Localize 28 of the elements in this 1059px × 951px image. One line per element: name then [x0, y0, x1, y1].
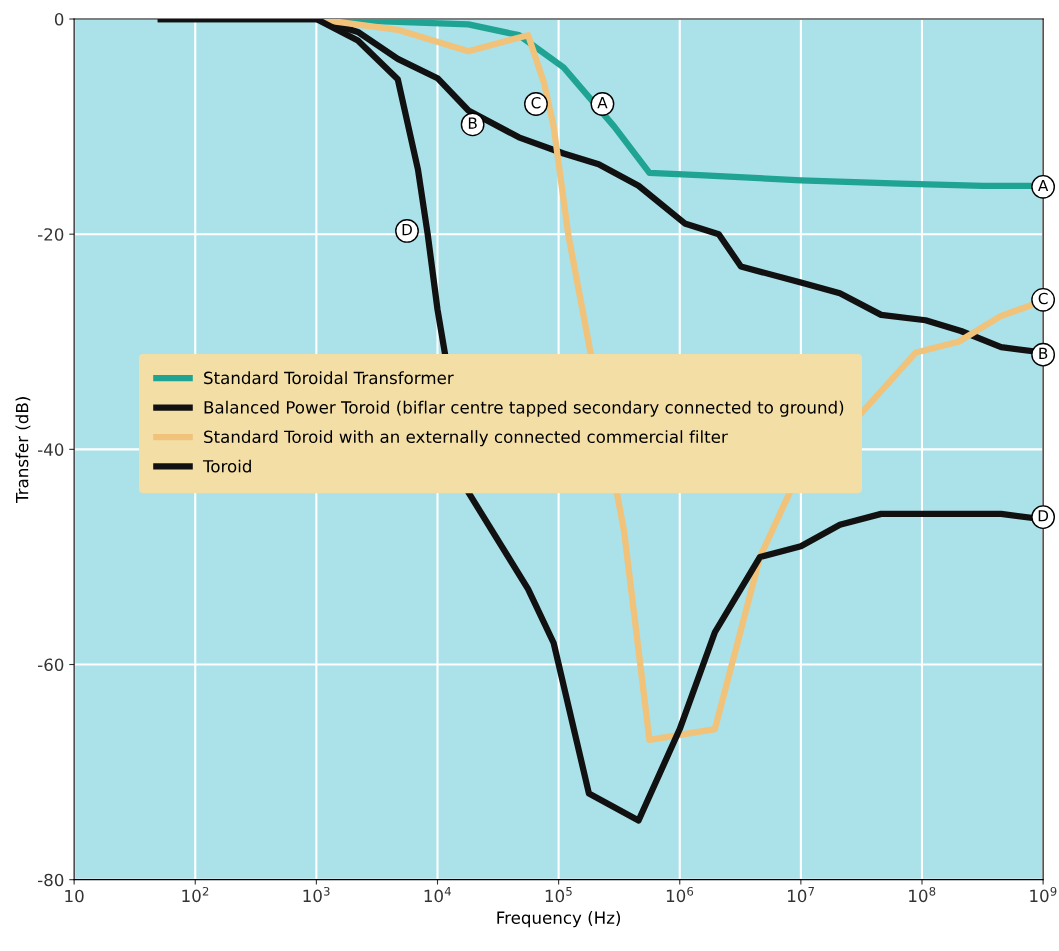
- y-tick-label: -20: [38, 228, 64, 241]
- x-tick-label: 10$^{8}$: [909, 886, 936, 903]
- annotation: C: [1038, 292, 1048, 305]
- x-tick-label: 10$^{7}$: [788, 887, 814, 903]
- x-tick-label: 10$^{9}$: [1030, 886, 1057, 903]
- annotation: D: [1038, 510, 1049, 522]
- annotation: B: [468, 117, 477, 129]
- y-tick-label: 0: [54, 12, 64, 26]
- x-tick-label: 10$^{4}$: [424, 887, 451, 903]
- annotation: A: [597, 97, 608, 109]
- y-tick-label: -40: [38, 443, 64, 456]
- y-axis-title: Transfer (dB): [15, 397, 31, 504]
- annotation: B: [1039, 347, 1048, 359]
- annotation: D: [402, 224, 412, 236]
- y-tick-label: -80: [38, 873, 64, 887]
- legend-label: Toroid: [202, 459, 251, 473]
- x-axis-title: Frequency (Hz): [497, 911, 621, 928]
- x-tick-label: 10$^{2}$: [182, 886, 209, 903]
- x-tick-label: 10$^{3}$: [303, 886, 330, 903]
- legend-label: Standard Toroid with an externally connected commercial filter: [204, 430, 728, 447]
- legend-label: Standard Toroidal Transformer: [204, 371, 454, 385]
- y-tick-label: -60: [38, 658, 64, 672]
- annotation: A: [1038, 179, 1049, 192]
- x-tick-label: 10$^{5}$: [545, 887, 572, 903]
- x-tick-label: 10$^{6}$: [666, 886, 694, 903]
- x-tick-label: 10: [65, 889, 84, 903]
- annotation: C: [531, 96, 541, 109]
- legend-label: Balanced Power Toroid (biflar centre tapped secondary connected to ground): [204, 400, 844, 417]
